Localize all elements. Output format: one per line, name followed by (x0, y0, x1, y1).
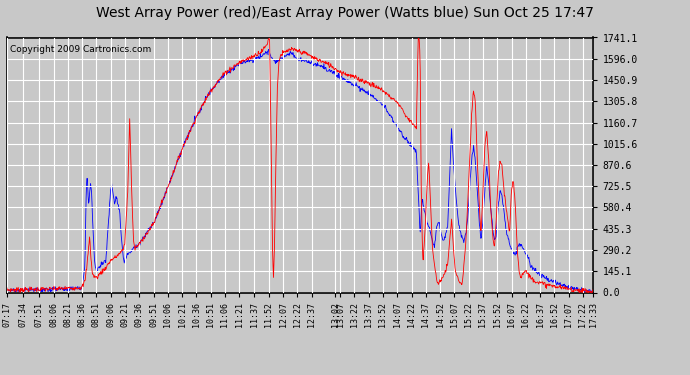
Text: West Array Power (red)/East Array Power (Watts blue) Sun Oct 25 17:47: West Array Power (red)/East Array Power … (96, 6, 594, 20)
Text: Copyright 2009 Cartronics.com: Copyright 2009 Cartronics.com (10, 45, 151, 54)
